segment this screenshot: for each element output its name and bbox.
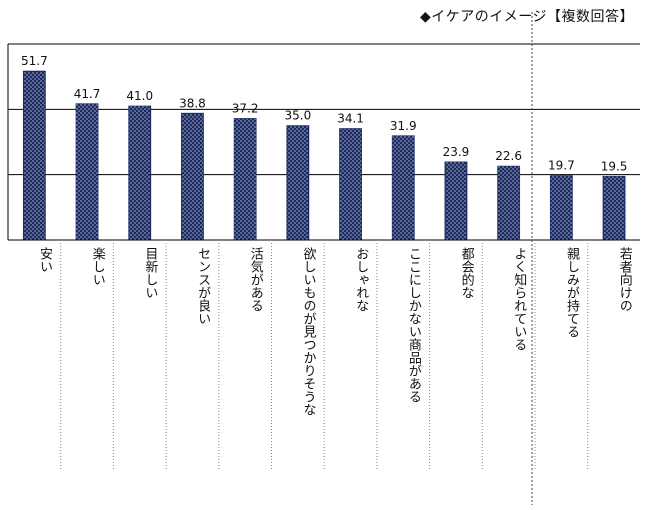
category-label-9: よく知られている — [511, 247, 527, 351]
category-label-8: 都会的な — [458, 247, 474, 299]
category-label-0: 安い — [37, 247, 52, 273]
category-label-4: 活気がある — [247, 247, 263, 312]
value-label-1: 41.7 — [74, 87, 101, 101]
value-label-0: 51.7 — [21, 54, 48, 68]
bar-2 — [128, 105, 152, 241]
category-label-2: 目新しい — [142, 247, 158, 299]
category-label-7: ここにしかない商品がある — [405, 247, 421, 403]
category-label-1: 楽しい — [89, 247, 105, 286]
value-label-8: 23.9 — [443, 145, 470, 159]
bar-6 — [339, 128, 362, 241]
bar-7 — [391, 135, 415, 241]
bar-8 — [444, 161, 468, 241]
value-label-5: 35.0 — [284, 109, 311, 123]
category-label-3: センスが良い — [195, 247, 211, 325]
value-label-10: 19.7 — [548, 159, 575, 173]
bar-1 — [75, 103, 99, 241]
value-label-9: 22.6 — [495, 149, 522, 163]
category-label-5: 欲しいものが見つかりそうな — [300, 247, 316, 416]
value-label-6: 34.1 — [337, 112, 364, 126]
category-label-10: 親しみが持てる — [564, 247, 579, 338]
value-label-2: 41.0 — [126, 89, 153, 103]
category-label-11: 若者向けの — [616, 247, 632, 312]
value-label-7: 31.9 — [390, 119, 417, 133]
category-label-6: おしゃれな — [353, 247, 369, 312]
value-label-11: 19.5 — [601, 159, 628, 173]
chart-title: ◆イケアのイメージ【複数回答】 — [420, 9, 634, 25]
bar-5 — [286, 125, 310, 241]
value-label-3: 38.8 — [179, 96, 206, 110]
bar-0 — [22, 70, 46, 241]
bar-11 — [602, 175, 626, 241]
bar-4 — [233, 118, 257, 241]
value-label-4: 37.2 — [232, 101, 259, 115]
bar-9 — [497, 165, 521, 241]
bar-10 — [549, 175, 573, 241]
bar-3 — [181, 112, 204, 241]
